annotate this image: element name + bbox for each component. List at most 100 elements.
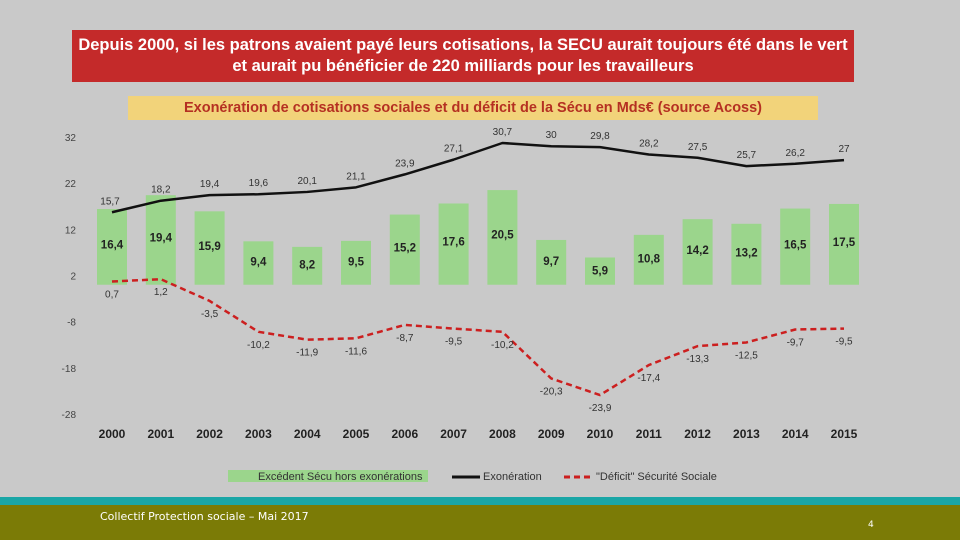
y-tick-label: 12 <box>65 225 77 236</box>
bar-2003 <box>243 241 274 285</box>
y-tick-label: -28 <box>62 410 77 421</box>
bar-label: 16,5 <box>784 239 807 251</box>
footer-bar <box>0 505 960 540</box>
deficit-label: -11,9 <box>296 348 318 359</box>
x-tick-label: 2012 <box>684 427 711 441</box>
exoneration-line <box>111 141 845 214</box>
x-tick-label: 2010 <box>587 427 614 441</box>
exoneration-label: 26,2 <box>785 148 805 159</box>
bar-label: 13,2 <box>735 247 757 259</box>
deficit-label: -23,9 <box>589 403 612 414</box>
bar-label: 9,5 <box>348 256 365 268</box>
bar-label: 9,7 <box>543 256 559 268</box>
bar-2010 <box>585 257 615 285</box>
x-tick-label: 2007 <box>440 427 467 441</box>
slide-title-line-2: et aurait pu bénéficier de 220 milliards… <box>232 57 694 75</box>
page-number: 4 <box>868 520 874 530</box>
x-tick-label: 2006 <box>391 427 418 441</box>
bar-label: 5,9 <box>592 265 608 277</box>
deficit-label: 1,2 <box>154 287 168 298</box>
bar-2001 <box>145 195 176 285</box>
y-tick-label: 22 <box>65 179 77 190</box>
bar-2004 <box>292 246 323 285</box>
bar-2012 <box>682 219 713 285</box>
deficit-label: -9,5 <box>835 337 853 348</box>
bar-label: 20,5 <box>491 230 514 242</box>
exoneration-label: 19,6 <box>249 178 269 189</box>
bar-label: 17,5 <box>833 237 856 249</box>
bar-label: 17,6 <box>442 237 464 249</box>
bar-2002 <box>194 211 225 285</box>
bar-2013 <box>731 223 762 285</box>
x-tick-label: 2003 <box>245 427 272 441</box>
bar-2009 <box>536 239 567 285</box>
exoneration-label: 27,5 <box>688 142 708 153</box>
exoneration-label: 23,9 <box>395 158 415 169</box>
exoneration-label: 15,7 <box>100 196 120 207</box>
exoneration-label: 29,8 <box>590 131 610 142</box>
x-tick-label: 2004 <box>294 427 321 441</box>
x-tick-label: 2005 <box>343 427 370 441</box>
exoneration-label: 18,2 <box>151 185 171 196</box>
exoneration-label: 30 <box>546 130 558 141</box>
bar-label: 8,2 <box>299 260 315 272</box>
legend-bar-label: Excédent Sécu hors exonérations <box>258 471 423 483</box>
legend-bar-swatch <box>228 470 428 482</box>
x-tick-label: 2013 <box>733 427 760 441</box>
slide-title-banner: Depuis 2000, si les patrons avaient payé… <box>72 30 854 82</box>
deficit-label: -20,3 <box>540 386 563 397</box>
exoneration-label: 27,1 <box>444 144 464 155</box>
exoneration-label: 30,7 <box>493 127 513 138</box>
bar-2000 <box>97 209 127 285</box>
bar-label: 19,4 <box>150 232 173 244</box>
footer-accent-line <box>0 497 960 505</box>
deficit-label: -3,5 <box>201 309 219 320</box>
exoneration-label: 28,2 <box>639 139 659 150</box>
bar-2015 <box>829 203 859 285</box>
y-tick-label: -8 <box>67 318 76 329</box>
deficit-line <box>111 277 845 397</box>
deficit-label: -9,5 <box>445 337 463 348</box>
x-tick-label: 2011 <box>636 427 662 441</box>
x-tick-label: 2015 <box>831 427 858 441</box>
bar-2007 <box>438 203 469 285</box>
x-tick-label: 2001 <box>147 427 174 441</box>
y-tick-label: -18 <box>62 364 77 375</box>
x-tick-label: 2008 <box>489 427 516 441</box>
bar-2011 <box>633 234 664 285</box>
exoneration-label: 27 <box>838 144 850 155</box>
bar-2006 <box>389 214 420 285</box>
exoneration-label: 25,7 <box>737 150 757 161</box>
bar-2014 <box>780 208 811 285</box>
bar-label: 10,8 <box>638 253 661 265</box>
y-tick-label: 2 <box>70 272 76 283</box>
deficit-label: -10,2 <box>491 340 514 351</box>
bar-label: 16,4 <box>101 240 124 252</box>
deficit-label: -9,7 <box>787 338 805 349</box>
exoneration-label: 20,1 <box>297 176 317 187</box>
y-tick-label: 32 <box>65 133 77 144</box>
footer-text: Collectif Protection sociale – Mai 2017 <box>100 510 309 523</box>
bar-label: 9,4 <box>250 257 267 269</box>
deficit-label: -10,2 <box>247 340 270 351</box>
deficit-label: -17,4 <box>637 373 660 384</box>
bar-2005 <box>341 240 371 285</box>
slide-title-line-1: Depuis 2000, si les patrons avaient payé… <box>78 36 848 54</box>
x-tick-label: 2002 <box>196 427 223 441</box>
bar-2008 <box>487 190 518 285</box>
deficit-label: -12,5 <box>735 350 758 361</box>
x-tick-label: 2009 <box>538 427 565 441</box>
bar-label: 15,9 <box>198 241 220 253</box>
legend-deficit-label: "Déficit" Sécurité Sociale <box>596 471 717 483</box>
exoneration-label: 19,4 <box>200 179 220 190</box>
x-tick-label: 2000 <box>99 427 126 441</box>
bar-label: 15,2 <box>394 243 416 255</box>
chart-title: Exonération de cotisations sociales et d… <box>128 96 818 120</box>
bar-label: 14,2 <box>686 245 708 257</box>
deficit-label: -13,3 <box>686 354 709 365</box>
x-tick-label: 2014 <box>782 427 809 441</box>
legend-exoneration-label: Exonération <box>483 471 542 483</box>
exoneration-label: 21,1 <box>346 171 366 182</box>
deficit-label: 0,7 <box>105 290 119 301</box>
